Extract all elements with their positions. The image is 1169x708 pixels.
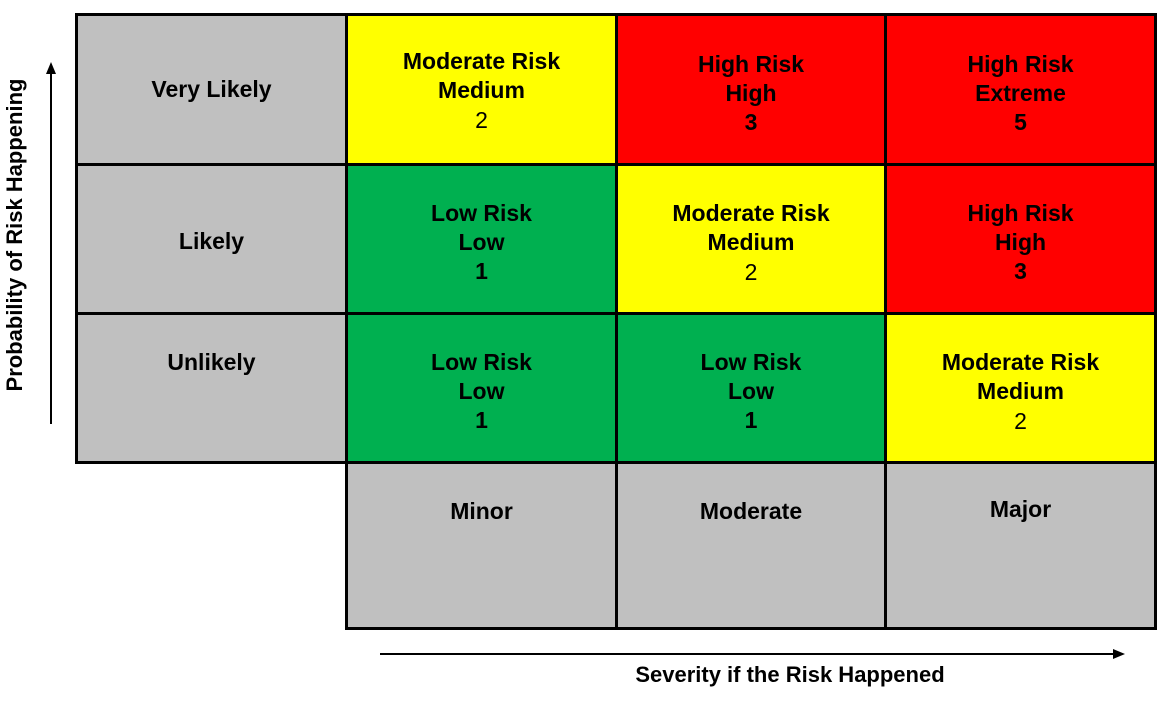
- row-label-cell-likely: Likely: [75, 163, 348, 315]
- risk-rating: Low: [458, 229, 505, 255]
- x-axis-arrow: [380, 649, 1125, 659]
- row-label-unlikely: Unlikely: [167, 349, 256, 375]
- matrix-cell: Low Risk Low 1: [615, 312, 887, 464]
- risk-level: Moderate Risk: [941, 349, 1100, 375]
- matrix-cell: Moderate Risk Medium 2: [884, 312, 1157, 464]
- y-axis-arrow: [46, 62, 56, 424]
- x-axis-label: Severity if the Risk Happened: [635, 662, 945, 687]
- matrix-cell: Moderate Risk Medium 2: [345, 13, 618, 166]
- risk-rating: High: [994, 229, 1047, 255]
- risk-level: Moderate Risk: [672, 200, 830, 226]
- row-label-cell-unlikely: Unlikely: [75, 312, 348, 464]
- matrix-cell: High Risk High 3: [615, 13, 887, 166]
- risk-level: High Risk: [967, 51, 1074, 77]
- matrix-cell: Low Risk Low 1: [345, 312, 618, 464]
- column-label-major: Major: [989, 496, 1052, 522]
- row-label-cell-very-likely: Very Likely: [75, 13, 348, 166]
- matrix-cell: Low Risk Low 1: [345, 163, 618, 315]
- risk-score: 2: [744, 259, 758, 285]
- risk-score: 1: [744, 407, 758, 433]
- matrix-cell: Moderate Risk Medium 2: [615, 163, 887, 315]
- risk-score: 1: [475, 407, 488, 433]
- risk-level: High Risk: [967, 200, 1074, 226]
- risk-rating: Medium: [977, 378, 1064, 404]
- matrix-cell: High Risk High 3: [884, 163, 1157, 315]
- risk-score: 5: [1014, 109, 1027, 135]
- column-label-moderate: Moderate: [699, 498, 803, 524]
- risk-rating: Medium: [707, 229, 795, 255]
- risk-level: Low Risk: [700, 349, 802, 375]
- column-label-cell-moderate: Moderate: [615, 461, 887, 630]
- column-label-cell-major: Major: [884, 461, 1157, 630]
- row-label-very-likely: Very Likely: [151, 76, 272, 102]
- risk-score: 3: [1014, 258, 1027, 284]
- risk-rating: High: [725, 80, 777, 106]
- column-label-cell-minor: Minor: [345, 461, 618, 630]
- matrix-cell: High Risk Extreme 5: [884, 13, 1157, 166]
- risk-level: Low Risk: [431, 200, 532, 226]
- risk-score: 2: [475, 107, 488, 133]
- risk-score: 2: [1014, 408, 1027, 434]
- risk-matrix: Very Likely Likely Unlikely Moderate Ris…: [75, 13, 1157, 630]
- risk-level: Low Risk: [431, 349, 532, 375]
- y-axis-label: Probability of Risk Happening: [2, 78, 27, 392]
- risk-rating: Medium: [438, 77, 525, 103]
- risk-rating: Low: [458, 378, 505, 404]
- column-label-minor: Minor: [450, 498, 513, 524]
- row-label-likely: Likely: [178, 228, 245, 254]
- risk-rating: Extreme: [975, 80, 1066, 106]
- risk-rating: Low: [728, 378, 774, 404]
- risk-level: High Risk: [697, 51, 805, 77]
- risk-level: Moderate Risk: [402, 48, 561, 74]
- risk-score: 1: [475, 258, 488, 284]
- risk-score: 3: [744, 109, 758, 135]
